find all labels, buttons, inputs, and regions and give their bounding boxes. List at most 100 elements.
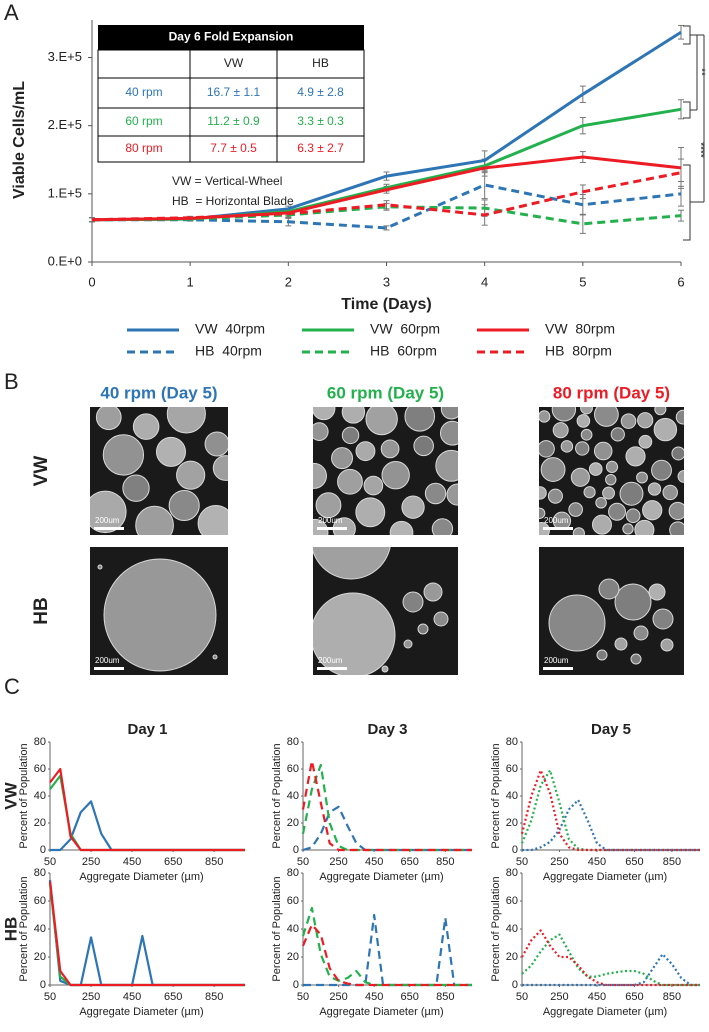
aggregate — [648, 583, 666, 601]
aggregate — [594, 407, 619, 427]
aggregate — [580, 428, 593, 441]
y-tick-label: 80 — [506, 736, 518, 748]
y-tick-label: 20 — [34, 951, 46, 963]
table-row-label: 60 rpm — [125, 114, 162, 128]
y-tick-label: 2.E+5 — [48, 117, 82, 132]
chart-title: Day 5 — [591, 721, 631, 738]
aggregate — [552, 422, 569, 439]
aggregate — [435, 449, 458, 482]
aggregate — [622, 523, 634, 535]
aggregate — [440, 407, 458, 420]
y-tick-label: 20 — [287, 951, 299, 963]
y-tick-label: 60 — [506, 895, 518, 907]
x-tick-label: 50 — [297, 991, 309, 1003]
aggregate — [583, 486, 596, 499]
aggregate — [424, 482, 447, 505]
scale-bar — [94, 527, 124, 530]
y-tick-label: 0 — [40, 844, 46, 856]
x-tick-label: 650 — [401, 856, 419, 868]
aggregate — [168, 489, 200, 522]
x-tick-label: 850 — [663, 991, 681, 1003]
aggregate — [446, 483, 458, 506]
x-tick-label: 650 — [625, 991, 643, 1003]
micrograph: 200um — [539, 547, 684, 675]
x-tick-label: 450 — [588, 991, 606, 1003]
legend-label: HB 60rpm — [370, 343, 437, 359]
aggregate — [575, 441, 590, 456]
distribution-line — [50, 800, 245, 852]
x-axis-title: Aggregate Diameter (µm) — [543, 1006, 667, 1018]
row-label: VW — [1, 781, 20, 809]
aggregate — [363, 475, 384, 496]
aggregate — [389, 520, 414, 535]
distribution-line — [49, 767, 245, 852]
aggregate — [651, 459, 672, 481]
scale-bar-label: 200um — [544, 656, 569, 665]
aggregate — [625, 446, 646, 467]
table-title: Day 6 Fold Expansion — [169, 30, 294, 44]
aggregate — [313, 422, 329, 441]
image-column-title: 40 rpm (Day 5) — [100, 383, 217, 402]
x-axis-title: Aggregate Diameter (µm) — [319, 1006, 443, 1018]
table-body — [97, 49, 365, 163]
y-tick-label: 40 — [34, 923, 46, 935]
scale-bar-label: 200um — [318, 656, 343, 665]
y-tick-label: 80 — [34, 867, 46, 879]
aggregate — [610, 427, 625, 442]
y-axis-title: Percent of Population — [271, 876, 283, 981]
table-cell: 6.3 ± 2.7 — [297, 141, 344, 155]
row-label: HB — [1, 917, 20, 942]
aggregate — [155, 436, 186, 467]
aggregate — [431, 518, 454, 535]
x-tick-label: 250 — [550, 991, 568, 1003]
aggregate — [547, 488, 563, 504]
micrograph: 200um — [313, 407, 458, 535]
table-cell: 3.3 ± 0.3 — [297, 114, 344, 128]
scale-bar — [317, 527, 347, 530]
micrograph: 200um — [539, 407, 684, 535]
y-axis-title: Percent of Population — [18, 743, 30, 848]
y-tick-label: 40 — [506, 923, 518, 935]
x-tick-label: 250 — [329, 991, 347, 1003]
series-line — [91, 171, 682, 222]
micrograph: 200um — [90, 407, 228, 535]
x-tick-label: 50 — [516, 856, 528, 868]
scale-bar-label: 200um — [544, 516, 569, 525]
aggregate — [381, 665, 389, 673]
aggregate — [669, 521, 684, 535]
y-tick-label: 80 — [506, 867, 518, 879]
x-tick-label: 50 — [516, 991, 528, 1003]
x-tick-label: 450 — [365, 991, 383, 1003]
aggregate — [132, 413, 160, 440]
distribution-line — [301, 906, 472, 987]
significance-bracket — [683, 101, 691, 119]
aggregate — [204, 431, 228, 457]
aggregate — [212, 455, 228, 481]
aggregate — [560, 440, 574, 453]
y-axis-title: Percent of Population — [18, 876, 30, 981]
micrograph: 200um — [90, 547, 228, 675]
aggregate — [570, 467, 590, 487]
aggregate — [593, 441, 613, 461]
aggregate — [572, 527, 585, 535]
x-tick-label: 6 — [677, 274, 684, 289]
distribution-line — [48, 881, 245, 987]
scale-bar — [543, 527, 573, 530]
image-row-label: VW — [31, 456, 52, 487]
distribution-line — [522, 953, 700, 987]
y-tick-label: 40 — [287, 923, 299, 935]
image-column-title: 60 rpm (Day 5) — [327, 383, 444, 402]
distribution-line — [48, 884, 245, 987]
distribution-line — [520, 769, 700, 852]
scale-bar — [94, 667, 124, 670]
y-tick-label: 1.E+5 — [48, 185, 82, 200]
aggregate — [539, 507, 546, 519]
distribution-line — [301, 923, 472, 987]
legend-label: VW 60rpm — [370, 321, 440, 337]
x-tick-label: 250 — [550, 856, 568, 868]
aggregate — [551, 407, 577, 422]
y-tick-label: 0 — [293, 844, 299, 856]
aggregate — [647, 482, 662, 496]
aggregate — [313, 407, 336, 421]
y-tick-label: 60 — [287, 763, 299, 775]
